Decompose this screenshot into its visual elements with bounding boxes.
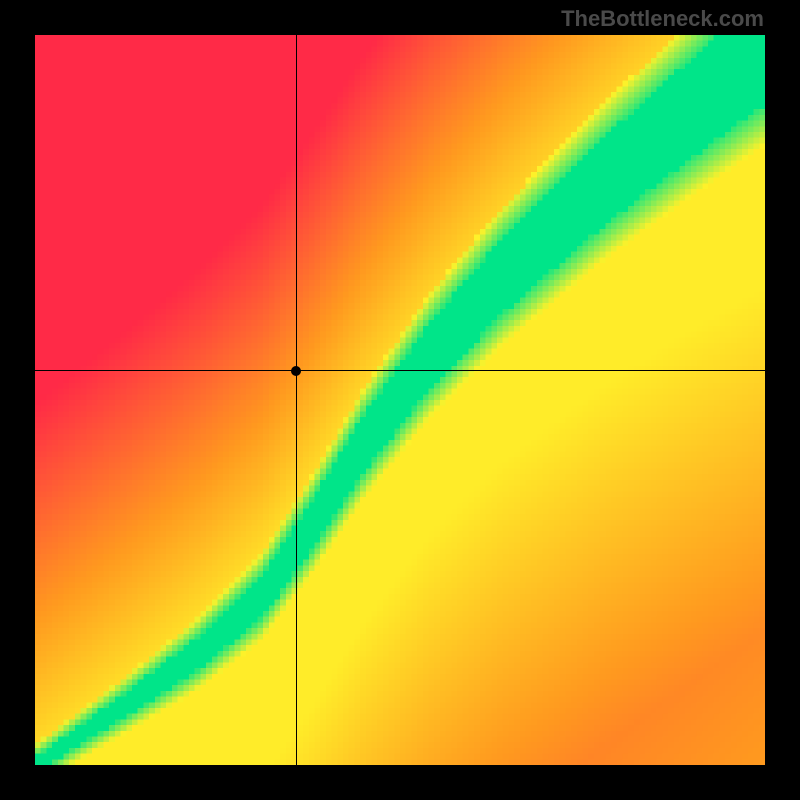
heatmap-canvas [35,35,765,765]
watermark-text: TheBottleneck.com [561,6,764,32]
chart-container: TheBottleneck.com [0,0,800,800]
crosshair-horizontal [35,370,765,371]
crosshair-vertical [296,35,297,765]
